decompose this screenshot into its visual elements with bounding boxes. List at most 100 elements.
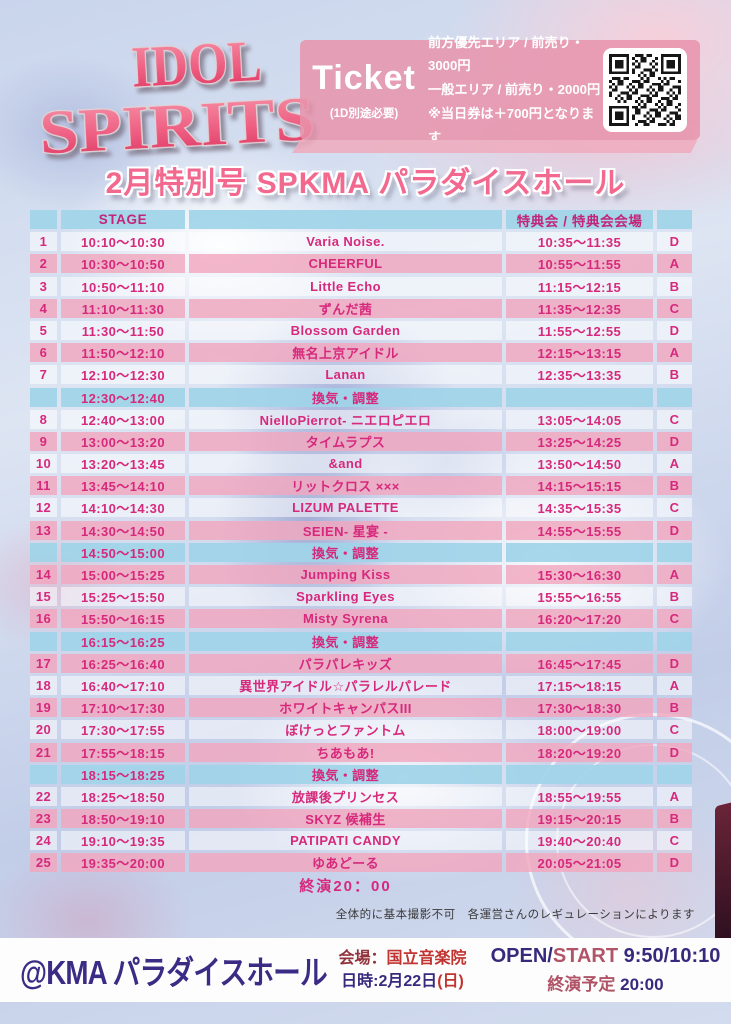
tokuten-time: [506, 387, 653, 407]
tokuten-time: 18:00～19:00: [506, 720, 653, 740]
stage-time: 16:40～17:10: [61, 675, 185, 695]
schedule-row: 13 14:30～14:50 SEIEN- 星宴 -14:55～15:55 D: [30, 520, 692, 540]
schedule-row: 16 15:50～16:15 Misty Syrena 16:20～17:20 C: [30, 609, 692, 629]
tokuten-time: 10:55～11:55: [506, 254, 653, 274]
stage-time: 13:45～14:10: [61, 476, 185, 496]
artist-name: ずんだ茜: [189, 298, 502, 318]
event-subtitle: 2月特別号 SPKMA パラダイスホール: [105, 167, 626, 200]
tokuten-time: 15:55～16:55: [506, 587, 653, 607]
schedule-row: 24 19:10～19:35 PATIPATI CANDY 19:40～20:40 C: [30, 831, 692, 851]
tokuten-venue: [657, 387, 692, 407]
header-tokuten-label: 特典会 / 特典会会場: [506, 210, 653, 229]
tokuten-venue: D: [657, 232, 692, 252]
tokuten-time: 19:15～20:15: [506, 809, 653, 829]
row-number: 14: [30, 565, 57, 584]
tokuten-time: 11:55～12:55: [506, 320, 653, 340]
artist-name: NielloPierrot- ニエロピエロ: [189, 409, 502, 429]
tokuten-venue: C: [657, 831, 692, 851]
row-number: 10: [30, 454, 57, 474]
row-number: 17: [30, 653, 57, 673]
tokuten-venue: A: [657, 343, 692, 363]
stage-time: 19:35～20:00: [61, 853, 185, 873]
tokuten-time: 10:35～11:35: [506, 232, 653, 252]
ticket-title-block: Ticket (1D別途必要): [300, 59, 428, 121]
header-number-cell: [30, 210, 57, 229]
footer-venue-date-block: 会場：国立音楽院 日時:2月22日(日): [325, 947, 480, 993]
artist-name: Varia Noise.: [189, 232, 502, 252]
break-row: 12:30～12:40 換気・調整: [30, 387, 692, 407]
stage-time: 15:50～16:15: [61, 609, 185, 629]
logo-line2: SPIRITS: [38, 85, 316, 167]
row-number: 5: [30, 320, 57, 340]
date-label: 日時:: [341, 973, 379, 990]
schedule-row: 23 18:50～19:10 SKYZ 候補生 19:15～20:15 B: [30, 809, 692, 829]
schedule-row: 1 10:10～10:30 Varia Noise. 10:35～11:35 D: [30, 232, 692, 252]
tokuten-time: 14:15～15:15: [506, 476, 653, 496]
stage-time: 16:25～16:40: [61, 653, 185, 673]
row-number: 7: [30, 365, 57, 385]
break-row: 14:50～15:00 換気・調整: [30, 542, 692, 562]
artist-name: パラパレキッズ: [189, 653, 502, 673]
stage-time: 14:50～15:00: [61, 542, 185, 562]
artist-name: Little Echo: [189, 276, 502, 296]
row-number: [30, 542, 57, 562]
ticket-note: (1D別途必要): [329, 108, 399, 120]
break-row: 16:15～16:25 換気・調整: [30, 631, 692, 651]
artist-name: 無名上京アイドル: [189, 343, 502, 363]
open-prefix: OPEN/: [490, 945, 553, 967]
artist-name: CHEERFUL: [189, 254, 502, 274]
footer-venue-line: 会場：国立音楽院: [325, 947, 480, 970]
row-number: 8: [30, 409, 57, 429]
row-number: [30, 764, 57, 784]
artist-name: ゆあどーる: [189, 853, 502, 873]
footer-date-line: 日時:2月22日(日): [325, 970, 480, 993]
artist-name: &and: [189, 454, 502, 474]
tokuten-venue: D: [657, 653, 692, 673]
tokuten-time: 13:50～14:50: [506, 454, 653, 474]
date-paren: (日): [437, 973, 464, 990]
tokuten-time: [506, 542, 653, 562]
tokuten-time: [506, 764, 653, 784]
tokuten-venue: C: [657, 409, 692, 429]
row-number: 2: [30, 254, 57, 274]
stage-time: 17:10～17:30: [61, 698, 185, 718]
tokuten-time: 12:15～13:15: [506, 343, 653, 363]
tokuten-venue: [657, 764, 692, 784]
tokuten-venue: A: [657, 675, 692, 695]
tokuten-time: 15:30～16:30: [506, 565, 653, 584]
schedule-row: 6 11:50～12:10 無名上京アイドル 12:15～13:15 A: [30, 343, 692, 363]
tokuten-time: 14:35～15:35: [506, 498, 653, 518]
tokuten-venue: A: [657, 454, 692, 474]
ticket-price-list: 前方優先エリア / 前売り・3000円 一般エリア / 前売り・2000円 ※当…: [428, 31, 603, 150]
schedule-row: 17 16:25～16:40 パラパレキッズ 16:45～17:45 D: [30, 653, 692, 673]
schedule-row: 18 16:40～17:10 異世界アイドル☆パラレルパレード 17:15～18:15…: [30, 675, 692, 695]
artist-name: ホワイトキャンパスIII: [189, 698, 502, 718]
tokuten-venue: B: [657, 476, 692, 496]
ticket-price-line: 前方優先エリア / 前売り・3000円: [428, 34, 585, 74]
date-value: 2月22日: [378, 973, 438, 990]
schedule-row: 10 13:20～13:45 &and 13:50～14:50 A: [30, 454, 692, 474]
stage-time: 19:10～19:35: [61, 831, 185, 851]
artist-name: 換気・調整: [189, 764, 502, 784]
schedule-row: 9 13:00～13:20 タイムラプス 13:25～14:25 D: [30, 431, 692, 451]
tokuten-time: 11:15～12:15: [506, 276, 653, 296]
ticket-title: Ticket: [312, 59, 416, 97]
schedule-row: 5 11:30～11:50 Blossom Garden 11:55～12:55 D: [30, 320, 692, 340]
ticket-price-line: 一般エリア / 前売り・2000円: [428, 82, 601, 98]
stage-time: 14:30～14:50: [61, 520, 185, 540]
row-number: 24: [30, 831, 57, 851]
open-times: 9:50/10:10: [618, 945, 721, 967]
schedule-header-row: STAGE 特典会 / 特典会会場: [30, 210, 692, 229]
stage-time: 13:00～13:20: [61, 431, 185, 451]
schedule-row: 7 12:10～12:30 Lanan 12:35～13:35 B: [30, 365, 692, 385]
artist-name: LIZUM PALETTE: [189, 498, 502, 518]
tokuten-venue: B: [657, 809, 692, 829]
schedule-row: 15 15:25～15:50 Sparkling Eyes 15:55～16:55 B: [30, 587, 692, 607]
break-row: 18:15～18:25 換気・調整: [30, 764, 692, 784]
dark-edge-shape: [715, 801, 731, 947]
tokuten-time: 12:35～13:35: [506, 365, 653, 385]
row-number: 22: [30, 786, 57, 806]
schedule-row: 21 17:55～18:15 ちあもあ! 18:20～19:20 D: [30, 742, 692, 762]
stage-time: 10:10～10:30: [61, 232, 185, 252]
